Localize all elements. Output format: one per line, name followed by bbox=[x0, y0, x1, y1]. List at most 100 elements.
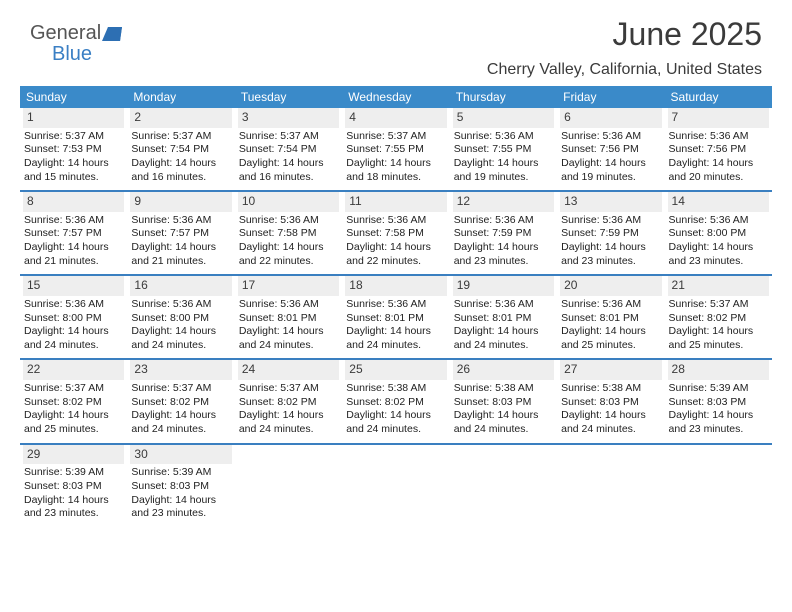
sunset-text: Sunset: 7:54 PM bbox=[238, 143, 339, 157]
day-number: 28 bbox=[668, 360, 769, 380]
week-row: 15Sunrise: 5:36 AMSunset: 8:00 PMDayligh… bbox=[20, 276, 772, 360]
sunrise-text: Sunrise: 5:36 AM bbox=[23, 214, 124, 228]
sunrise-text: Sunrise: 5:36 AM bbox=[238, 298, 339, 312]
sunrise-text: Sunrise: 5:39 AM bbox=[23, 466, 124, 480]
daylight-text: and 25 minutes. bbox=[560, 339, 661, 353]
day-number: 11 bbox=[345, 192, 446, 212]
day-cell: 16Sunrise: 5:36 AMSunset: 8:00 PMDayligh… bbox=[127, 276, 234, 358]
day-cell: 6Sunrise: 5:36 AMSunset: 7:56 PMDaylight… bbox=[557, 108, 664, 190]
day-number: 20 bbox=[560, 276, 661, 296]
sunset-text: Sunset: 7:56 PM bbox=[560, 143, 661, 157]
daylight-text: Daylight: 14 hours bbox=[668, 241, 769, 255]
daylight-text: and 24 minutes. bbox=[453, 339, 554, 353]
day-cell: 12Sunrise: 5:36 AMSunset: 7:59 PMDayligh… bbox=[450, 192, 557, 274]
daylight-text: Daylight: 14 hours bbox=[668, 409, 769, 423]
daylight-text: and 16 minutes. bbox=[130, 171, 231, 185]
sunset-text: Sunset: 8:00 PM bbox=[23, 312, 124, 326]
daylight-text: Daylight: 14 hours bbox=[238, 325, 339, 339]
sunset-text: Sunset: 8:03 PM bbox=[453, 396, 554, 410]
day-cell bbox=[557, 445, 664, 527]
day-cell: 2Sunrise: 5:37 AMSunset: 7:54 PMDaylight… bbox=[127, 108, 234, 190]
daylight-text: and 23 minutes. bbox=[453, 255, 554, 269]
sunrise-text: Sunrise: 5:36 AM bbox=[668, 130, 769, 144]
sunset-text: Sunset: 8:03 PM bbox=[560, 396, 661, 410]
daylight-text: Daylight: 14 hours bbox=[453, 157, 554, 171]
day-cell bbox=[665, 445, 772, 527]
day-header: Friday bbox=[557, 86, 664, 108]
daylight-text: and 23 minutes. bbox=[130, 507, 231, 521]
day-cell: 22Sunrise: 5:37 AMSunset: 8:02 PMDayligh… bbox=[20, 360, 127, 442]
sunrise-text: Sunrise: 5:38 AM bbox=[453, 382, 554, 396]
daylight-text: and 24 minutes. bbox=[238, 423, 339, 437]
day-number: 21 bbox=[668, 276, 769, 296]
daylight-text: Daylight: 14 hours bbox=[130, 325, 231, 339]
day-cell: 20Sunrise: 5:36 AMSunset: 8:01 PMDayligh… bbox=[557, 276, 664, 358]
day-cell: 30Sunrise: 5:39 AMSunset: 8:03 PMDayligh… bbox=[127, 445, 234, 527]
sunrise-text: Sunrise: 5:37 AM bbox=[668, 298, 769, 312]
daylight-text: and 24 minutes. bbox=[238, 339, 339, 353]
daylight-text: and 24 minutes. bbox=[23, 339, 124, 353]
daylight-text: Daylight: 14 hours bbox=[23, 157, 124, 171]
page-title: June 2025 bbox=[487, 16, 762, 53]
day-cell: 8Sunrise: 5:36 AMSunset: 7:57 PMDaylight… bbox=[20, 192, 127, 274]
day-header-row: Sunday Monday Tuesday Wednesday Thursday… bbox=[20, 86, 772, 108]
daylight-text: and 20 minutes. bbox=[668, 171, 769, 185]
daylight-text: and 24 minutes. bbox=[130, 339, 231, 353]
day-cell: 11Sunrise: 5:36 AMSunset: 7:58 PMDayligh… bbox=[342, 192, 449, 274]
daylight-text: and 21 minutes. bbox=[130, 255, 231, 269]
sunset-text: Sunset: 8:01 PM bbox=[238, 312, 339, 326]
daylight-text: and 23 minutes. bbox=[668, 423, 769, 437]
daylight-text: and 25 minutes. bbox=[23, 423, 124, 437]
daylight-text: Daylight: 14 hours bbox=[23, 409, 124, 423]
sunset-text: Sunset: 7:59 PM bbox=[453, 227, 554, 241]
sunset-text: Sunset: 7:53 PM bbox=[23, 143, 124, 157]
daylight-text: and 24 minutes. bbox=[345, 423, 446, 437]
sunset-text: Sunset: 8:02 PM bbox=[23, 396, 124, 410]
sunrise-text: Sunrise: 5:39 AM bbox=[668, 382, 769, 396]
daylight-text: and 25 minutes. bbox=[668, 339, 769, 353]
week-row: 1Sunrise: 5:37 AMSunset: 7:53 PMDaylight… bbox=[20, 108, 772, 192]
day-cell: 1Sunrise: 5:37 AMSunset: 7:53 PMDaylight… bbox=[20, 108, 127, 190]
daylight-text: and 22 minutes. bbox=[238, 255, 339, 269]
day-number: 6 bbox=[560, 108, 661, 128]
sunrise-text: Sunrise: 5:36 AM bbox=[345, 214, 446, 228]
day-number: 4 bbox=[345, 108, 446, 128]
day-header: Saturday bbox=[665, 86, 772, 108]
sunrise-text: Sunrise: 5:36 AM bbox=[560, 298, 661, 312]
daylight-text: Daylight: 14 hours bbox=[453, 325, 554, 339]
logo-text-general: General bbox=[30, 22, 101, 44]
daylight-text: and 18 minutes. bbox=[345, 171, 446, 185]
day-cell: 23Sunrise: 5:37 AMSunset: 8:02 PMDayligh… bbox=[127, 360, 234, 442]
sunset-text: Sunset: 7:57 PM bbox=[23, 227, 124, 241]
day-number: 23 bbox=[130, 360, 231, 380]
day-cell: 28 Sunrise: 5:39 AMSunset: 8:03 PMDayligh… bbox=[665, 360, 772, 442]
sunset-text: Sunset: 8:02 PM bbox=[668, 312, 769, 326]
sunset-text: Sunset: 7:58 PM bbox=[238, 227, 339, 241]
sunrise-text: Sunrise: 5:36 AM bbox=[453, 214, 554, 228]
day-cell: 13Sunrise: 5:36 AMSunset: 7:59 PMDayligh… bbox=[557, 192, 664, 274]
day-cell bbox=[235, 445, 342, 527]
daylight-text: and 19 minutes. bbox=[453, 171, 554, 185]
day-cell: 3Sunrise: 5:37 AMSunset: 7:54 PMDaylight… bbox=[235, 108, 342, 190]
day-number: 18 bbox=[345, 276, 446, 296]
daylight-text: and 24 minutes. bbox=[560, 423, 661, 437]
logo: General Blue bbox=[30, 22, 121, 66]
daylight-text: and 23 minutes. bbox=[668, 255, 769, 269]
day-number: 2 bbox=[130, 108, 231, 128]
sunset-text: Sunset: 8:03 PM bbox=[130, 480, 231, 494]
daylight-text: Daylight: 14 hours bbox=[130, 157, 231, 171]
day-cell: 15Sunrise: 5:36 AMSunset: 8:00 PMDayligh… bbox=[20, 276, 127, 358]
sunrise-text: Sunrise: 5:37 AM bbox=[130, 382, 231, 396]
sunset-text: Sunset: 8:02 PM bbox=[238, 396, 339, 410]
sunrise-text: Sunrise: 5:36 AM bbox=[668, 214, 769, 228]
daylight-text: Daylight: 14 hours bbox=[130, 409, 231, 423]
sunset-text: Sunset: 8:01 PM bbox=[345, 312, 446, 326]
daylight-text: and 23 minutes. bbox=[560, 255, 661, 269]
header: June 2025 Cherry Valley, California, Uni… bbox=[487, 16, 762, 79]
daylight-text: and 16 minutes. bbox=[238, 171, 339, 185]
daylight-text: Daylight: 14 hours bbox=[345, 241, 446, 255]
day-cell: 7Sunrise: 5:36 AMSunset: 7:56 PMDaylight… bbox=[665, 108, 772, 190]
daylight-text: and 23 minutes. bbox=[23, 507, 124, 521]
sunset-text: Sunset: 8:03 PM bbox=[668, 396, 769, 410]
sunset-text: Sunset: 7:56 PM bbox=[668, 143, 769, 157]
